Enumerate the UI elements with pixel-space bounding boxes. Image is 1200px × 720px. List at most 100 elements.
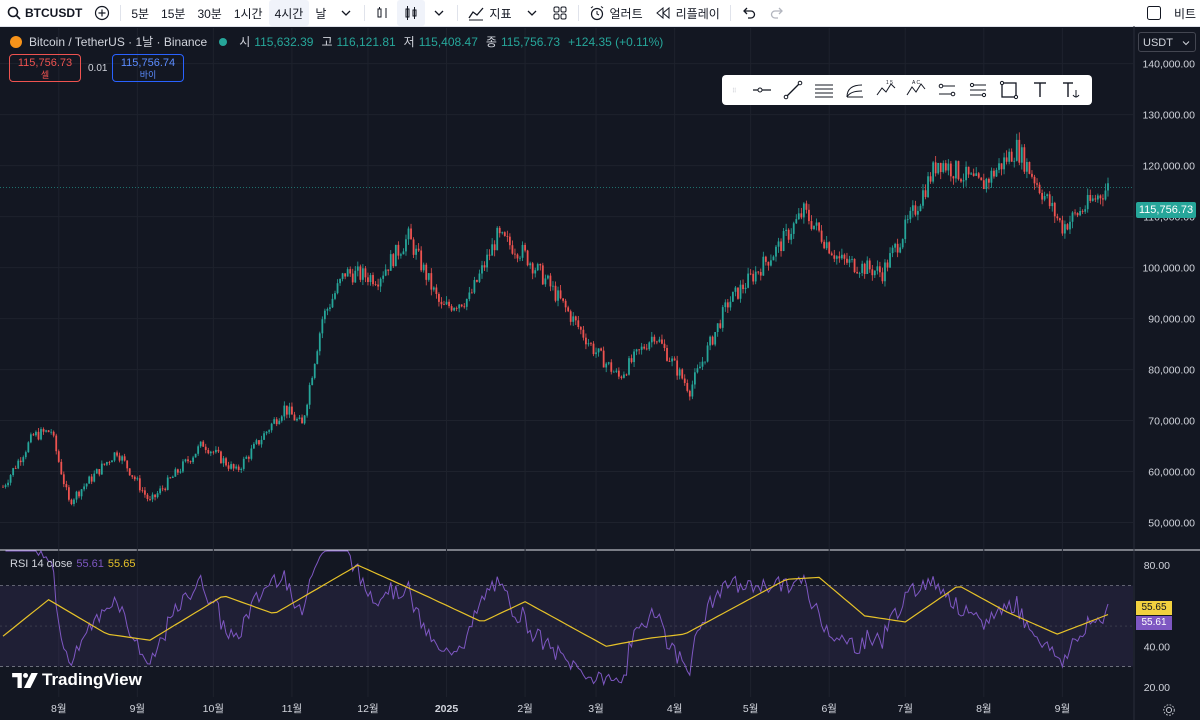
sell-button[interactable]: 115,756.73 셀 bbox=[9, 54, 81, 82]
buy-button[interactable]: 115,756.74 바이 bbox=[112, 54, 184, 82]
svg-text:A C: A C bbox=[912, 80, 920, 86]
rsi-tick-label: 20.00 bbox=[1144, 682, 1170, 694]
candle-body bbox=[873, 270, 876, 276]
candle-body bbox=[70, 499, 73, 505]
interval-15m[interactable]: 15분 bbox=[161, 6, 186, 21]
candle-body bbox=[270, 423, 273, 431]
candle-body bbox=[384, 269, 387, 276]
candle-body bbox=[749, 273, 752, 275]
candle-body bbox=[780, 241, 782, 252]
price-range-icon[interactable] bbox=[967, 79, 989, 101]
redo-button[interactable] bbox=[763, 0, 791, 26]
candle-body bbox=[519, 257, 521, 259]
xabcd-pattern-icon[interactable]: 1 5 bbox=[875, 79, 897, 101]
interval-4h[interactable]: 4시간 bbox=[268, 0, 310, 26]
candle bbox=[686, 379, 689, 393]
y-tick-label: 100,000.00 bbox=[1142, 263, 1195, 275]
candle bbox=[737, 287, 739, 300]
candle-body bbox=[1061, 220, 1064, 234]
candle-body bbox=[321, 319, 324, 334]
candle bbox=[949, 161, 952, 182]
pitchfork-icon[interactable] bbox=[844, 79, 866, 101]
tradingview-logo[interactable]: TradingView bbox=[12, 670, 142, 690]
candle-body bbox=[417, 248, 420, 251]
candle-body bbox=[868, 260, 871, 270]
candle bbox=[585, 333, 587, 350]
candle-body bbox=[1025, 162, 1028, 172]
trend-line-icon[interactable] bbox=[782, 79, 804, 101]
candle bbox=[45, 429, 47, 433]
undo-button[interactable] bbox=[735, 0, 763, 26]
rsi-legend[interactable]: RSI 14 close 55.61 55.65 bbox=[10, 558, 135, 570]
candle bbox=[1010, 148, 1013, 162]
candle bbox=[605, 362, 608, 373]
candle-body bbox=[516, 254, 519, 259]
candle bbox=[534, 267, 537, 278]
candle bbox=[367, 272, 369, 286]
checkbox-icon[interactable] bbox=[1146, 5, 1162, 21]
compare-button[interactable] bbox=[88, 0, 116, 26]
candle-body bbox=[668, 360, 671, 362]
candle-body bbox=[354, 270, 357, 283]
currency-select[interactable]: USDT bbox=[1138, 32, 1196, 52]
settings-gear-icon[interactable] bbox=[1162, 703, 1176, 717]
rectangle-icon[interactable] bbox=[998, 79, 1020, 101]
candle bbox=[610, 359, 613, 375]
candle-body bbox=[131, 475, 134, 477]
interval-5m[interactable]: 5분 bbox=[131, 6, 150, 21]
indicators-button[interactable]: 지표 bbox=[462, 0, 517, 26]
candle-body bbox=[486, 254, 488, 268]
chart-type-dropdown[interactable] bbox=[425, 0, 453, 26]
text-icon[interactable] bbox=[1029, 79, 1051, 101]
candle-body bbox=[209, 451, 212, 454]
candle-body bbox=[410, 228, 412, 240]
candle bbox=[1091, 195, 1094, 202]
candle bbox=[691, 380, 694, 400]
horizontal-ray-icon[interactable] bbox=[751, 79, 773, 101]
high-label: 고 bbox=[321, 35, 333, 49]
candle bbox=[623, 371, 625, 379]
elliott-wave-icon[interactable]: A C bbox=[905, 79, 927, 101]
drag-handle-icon[interactable] bbox=[732, 79, 742, 101]
candle bbox=[24, 450, 27, 460]
indicators-dropdown[interactable] bbox=[518, 0, 546, 26]
candle-body bbox=[111, 460, 113, 463]
candle bbox=[795, 214, 798, 225]
candle-body bbox=[463, 306, 466, 308]
candle bbox=[334, 290, 336, 301]
candle bbox=[417, 243, 420, 252]
close-label: 종 bbox=[485, 35, 497, 49]
candle bbox=[296, 417, 298, 422]
candle-body bbox=[27, 442, 30, 453]
candle-body bbox=[473, 280, 476, 293]
candle bbox=[767, 261, 770, 271]
candle-body bbox=[1003, 157, 1005, 170]
candle-body bbox=[17, 460, 20, 469]
candle-body bbox=[217, 449, 220, 452]
interval-1h[interactable]: 1시간 bbox=[233, 6, 263, 21]
candle bbox=[1038, 182, 1041, 195]
candle-body bbox=[144, 490, 146, 495]
candle bbox=[764, 255, 767, 266]
candle-body bbox=[204, 446, 207, 450]
candle-style-button[interactable] bbox=[397, 0, 426, 26]
candle-body bbox=[470, 292, 473, 294]
symbol-search-button[interactable]: BTCUSDT bbox=[0, 0, 88, 26]
candle-body bbox=[308, 385, 311, 405]
date-range-icon[interactable] bbox=[936, 79, 958, 101]
legend-title[interactable]: Bitcoin / TetherUS · 1날 · Binance bbox=[29, 35, 208, 49]
layouts-button[interactable] bbox=[546, 0, 574, 26]
candle bbox=[630, 354, 633, 364]
candle bbox=[356, 261, 359, 277]
alert-button[interactable]: 얼러트 bbox=[583, 0, 649, 26]
anchored-text-icon[interactable] bbox=[1060, 79, 1082, 101]
replay-button[interactable]: 리플레이 bbox=[649, 0, 726, 26]
parallel-channel-icon[interactable] bbox=[813, 79, 835, 101]
candle bbox=[493, 240, 496, 257]
interval-1d[interactable]: 날 bbox=[315, 6, 327, 21]
interval-30m[interactable]: 30분 bbox=[197, 6, 222, 21]
interval-dropdown[interactable] bbox=[332, 0, 360, 26]
candle-body bbox=[194, 453, 197, 458]
bar-style-button[interactable] bbox=[369, 0, 397, 26]
